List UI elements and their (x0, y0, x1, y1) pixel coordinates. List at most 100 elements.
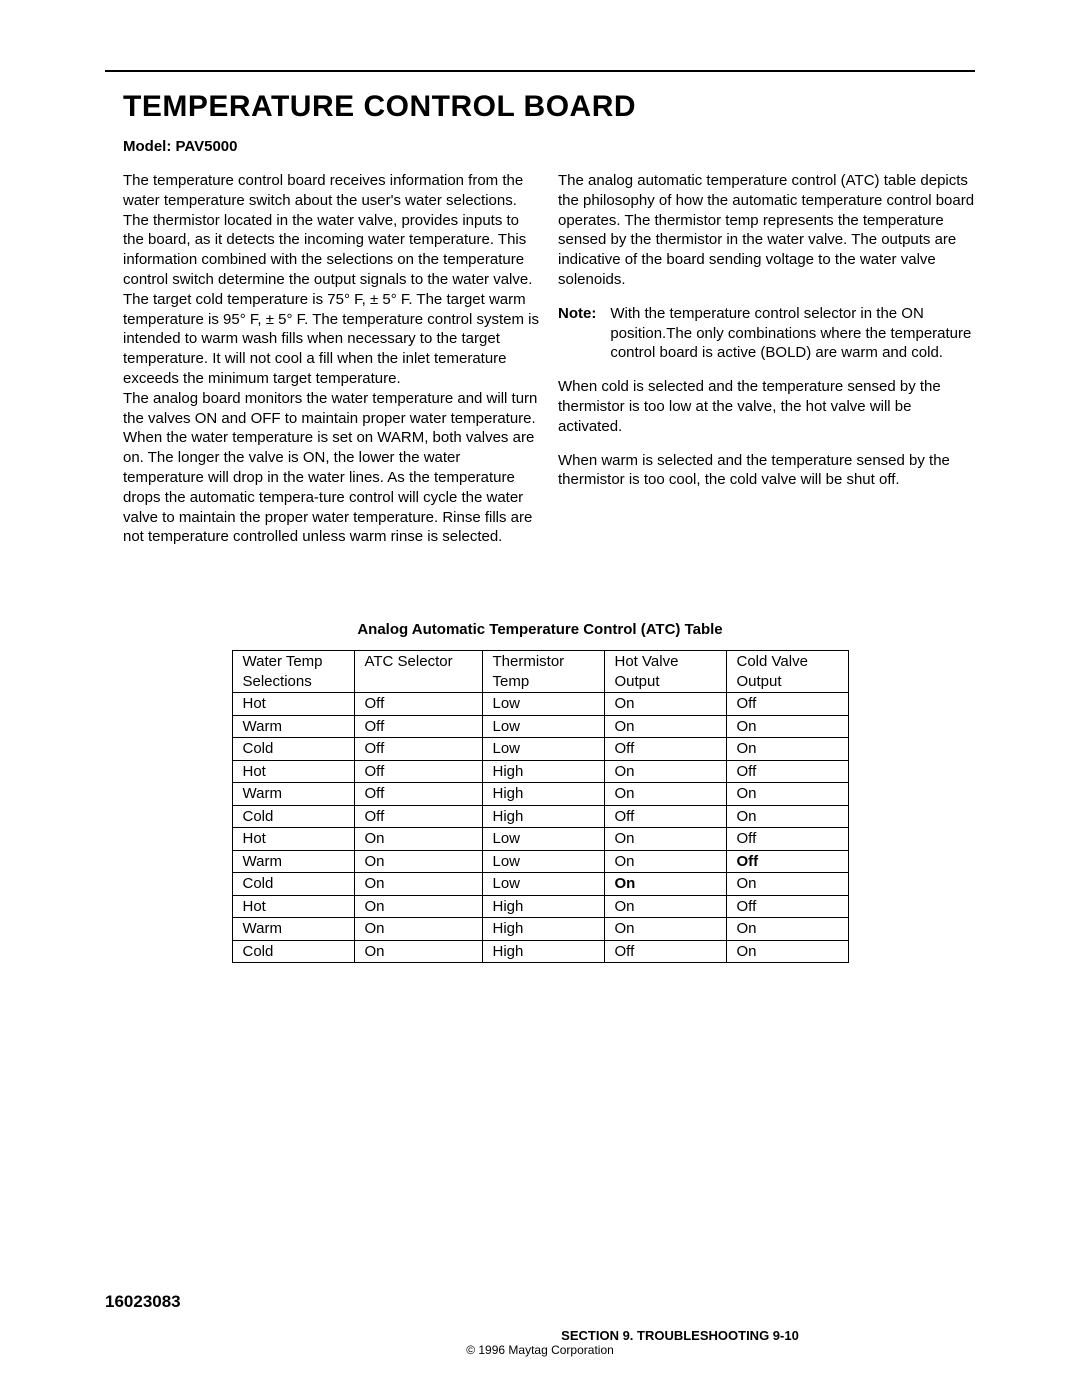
table-cell: Warm (232, 918, 354, 941)
table-cell: Off (726, 828, 848, 851)
table-row: WarmOnLowOnOff (232, 850, 848, 873)
footer-section: SECTION 9. TROUBLESHOOTING 9-10 (561, 1328, 799, 1343)
top-rule (105, 70, 975, 72)
table-cell: On (354, 828, 482, 851)
table-cell: Warm (232, 783, 354, 806)
table-cell: Low (482, 828, 604, 851)
table-row: ColdOnLowOnOn (232, 873, 848, 896)
table-cell: On (604, 715, 726, 738)
left-column: The temperature control board receives i… (123, 171, 540, 561)
table-cell: On (604, 693, 726, 716)
left-paragraph-1: The temperature control board receives i… (123, 171, 540, 389)
table-row: ColdOffLowOffOn (232, 738, 848, 761)
table-cell: High (482, 940, 604, 963)
table-row: WarmOffHighOnOn (232, 783, 848, 806)
table-cell: On (726, 873, 848, 896)
table-cell: On (726, 783, 848, 806)
table-cell: Off (604, 738, 726, 761)
atc-table-body: HotOffLowOnOffWarmOffLowOnOnColdOffLowOf… (232, 693, 848, 963)
table-cell: Off (726, 693, 848, 716)
right-paragraph-1: The analog automatic temperature control… (558, 171, 975, 290)
page-footer: 16023083 SECTION 9. TROUBLESHOOTING 9-10… (105, 1292, 975, 1357)
table-cell: Cold (232, 738, 354, 761)
table-cell: High (482, 805, 604, 828)
model-label: Model: PAV5000 (123, 138, 975, 155)
table-cell: On (354, 895, 482, 918)
table-cell: Low (482, 738, 604, 761)
document-page: TEMPERATURE CONTROL BOARD Model: PAV5000… (0, 0, 1080, 1397)
table-cell: On (604, 873, 726, 896)
atc-header-cell: ATC Selector (354, 651, 482, 693)
table-cell: Low (482, 873, 604, 896)
table-row: WarmOnHighOnOn (232, 918, 848, 941)
atc-table-title: Analog Automatic Temperature Control (AT… (105, 621, 975, 638)
right-paragraph-2: When cold is selected and the temperatur… (558, 377, 975, 436)
table-cell: Warm (232, 850, 354, 873)
table-cell: On (354, 940, 482, 963)
atc-header-cell: Cold ValveOutput (726, 651, 848, 693)
right-paragraph-3: When warm is selected and the temperatur… (558, 451, 975, 491)
table-cell: High (482, 760, 604, 783)
table-cell: On (604, 783, 726, 806)
table-cell: High (482, 918, 604, 941)
atc-table-head: Water TempSelectionsATC SelectorThermist… (232, 651, 848, 693)
note-label: Note: (558, 304, 610, 363)
table-cell: Low (482, 850, 604, 873)
table-cell: High (482, 895, 604, 918)
table-cell: On (604, 850, 726, 873)
table-cell: On (604, 918, 726, 941)
table-row: WarmOffLowOnOn (232, 715, 848, 738)
atc-table-section: Analog Automatic Temperature Control (AT… (105, 621, 975, 963)
table-cell: Cold (232, 873, 354, 896)
table-cell: Off (354, 760, 482, 783)
table-cell: Off (726, 760, 848, 783)
table-row: ColdOnHighOffOn (232, 940, 848, 963)
table-cell: On (354, 850, 482, 873)
table-cell: Cold (232, 940, 354, 963)
table-cell: On (354, 918, 482, 941)
table-row: HotOffLowOnOff (232, 693, 848, 716)
footer-copyright: © 1996 Maytag Corporation (105, 1343, 975, 1357)
body-columns: The temperature control board receives i… (123, 171, 975, 561)
table-cell: On (726, 918, 848, 941)
table-cell: Off (354, 783, 482, 806)
table-row: HotOnLowOnOff (232, 828, 848, 851)
atc-header-cell: Water TempSelections (232, 651, 354, 693)
table-cell: On (354, 873, 482, 896)
table-cell: Hot (232, 693, 354, 716)
table-cell: Off (604, 805, 726, 828)
note-body: With the temperature control selector in… (610, 304, 975, 363)
table-cell: Warm (232, 715, 354, 738)
atc-header-cell: ThermistorTemp (482, 651, 604, 693)
table-cell: High (482, 783, 604, 806)
table-cell: On (726, 805, 848, 828)
table-cell: Hot (232, 828, 354, 851)
table-cell: Off (726, 895, 848, 918)
document-number: 16023083 (105, 1292, 975, 1312)
table-cell: On (726, 738, 848, 761)
table-cell: Off (354, 805, 482, 828)
atc-table: Water TempSelectionsATC SelectorThermist… (232, 650, 849, 963)
table-cell: On (604, 760, 726, 783)
table-cell: Off (354, 715, 482, 738)
table-cell: Off (604, 940, 726, 963)
table-cell: Off (726, 850, 848, 873)
note-block: Note: With the temperature control selec… (558, 304, 975, 363)
table-cell: On (726, 715, 848, 738)
table-cell: On (726, 940, 848, 963)
table-cell: Off (354, 693, 482, 716)
table-cell: Low (482, 715, 604, 738)
table-row: HotOffHighOnOff (232, 760, 848, 783)
atc-header-cell: Hot ValveOutput (604, 651, 726, 693)
footer-line: SECTION 9. TROUBLESHOOTING 9-10 (105, 1328, 975, 1343)
table-cell: Low (482, 693, 604, 716)
table-row: HotOnHighOnOff (232, 895, 848, 918)
table-cell: On (604, 828, 726, 851)
table-cell: Cold (232, 805, 354, 828)
left-paragraph-2: The analog board monitors the water temp… (123, 389, 540, 547)
table-cell: On (604, 895, 726, 918)
right-column: The analog automatic temperature control… (558, 171, 975, 561)
table-row: ColdOffHighOffOn (232, 805, 848, 828)
table-cell: Hot (232, 895, 354, 918)
table-cell: Hot (232, 760, 354, 783)
